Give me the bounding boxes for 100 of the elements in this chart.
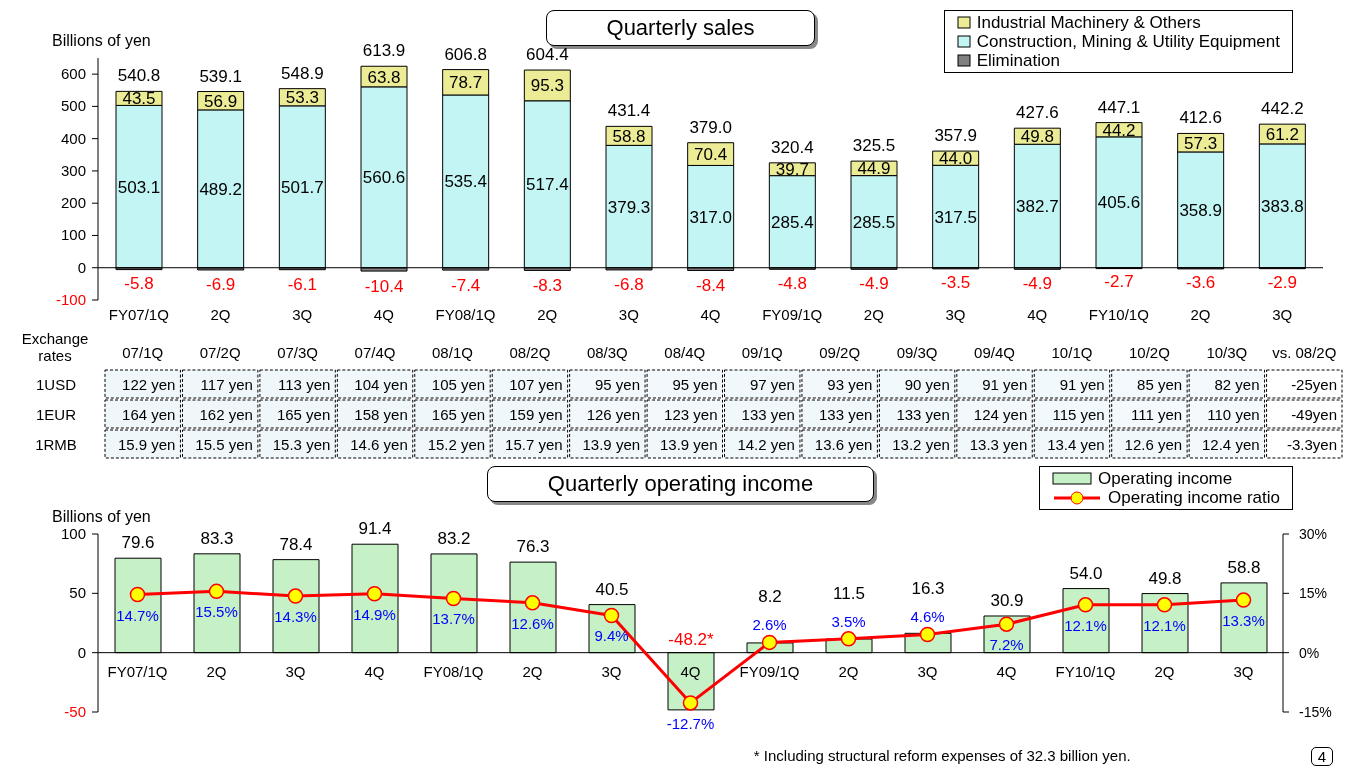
data-label: 7.2%	[989, 636, 1024, 654]
x-tick-label: 08/3Q	[586, 344, 628, 361]
data-label: -10.4	[364, 277, 404, 297]
data-label: -5.8	[124, 274, 154, 294]
data-label: 91 yen	[1059, 376, 1105, 393]
data-label: 489.2	[199, 179, 242, 199]
point	[208, 583, 225, 600]
data-label: 405.6	[1097, 193, 1141, 213]
data-label: 14.9%	[353, 605, 396, 623]
data-label: 164 yen	[122, 406, 176, 423]
data-label: 13.4 yen	[1047, 436, 1105, 453]
data-label: 16.3	[911, 579, 945, 599]
data-label: 379.3	[607, 197, 651, 217]
x-tick-label: 3Q	[292, 306, 313, 323]
y-tick-label: 1RMB	[35, 436, 77, 453]
data-label: 117 yen	[200, 376, 253, 393]
x-tick-label: 08/4Q	[664, 344, 706, 361]
x-tick-label: 2Q	[863, 306, 884, 323]
data-label: 13.9 yen	[659, 436, 718, 453]
y-axis-title: Billions of yen	[52, 508, 151, 526]
data-label: 58.8	[612, 126, 646, 146]
data-label: -4.9	[1022, 273, 1052, 293]
x-tick-label: 4Q	[996, 662, 1017, 680]
point	[524, 595, 541, 611]
y-tick-label: -50	[64, 703, 86, 720]
data-label: 15.9 yen	[117, 436, 176, 453]
data-label: 78.7	[449, 73, 483, 93]
data-label: 85 yen	[1137, 376, 1183, 393]
x-tick-label: 07/3Q	[277, 344, 319, 361]
point	[761, 634, 778, 651]
data-label: 107 yen	[509, 376, 563, 393]
data-label: -25yen	[1291, 376, 1337, 393]
data-label: 9.4%	[594, 627, 629, 645]
data-label: 111 yen	[1130, 406, 1183, 423]
x-tick-label: 09/3Q	[896, 344, 938, 361]
point	[366, 585, 383, 602]
data-label: 12.1%	[1064, 616, 1107, 634]
data-label: 104 yen	[354, 376, 408, 393]
data-label: 14.3%	[274, 608, 317, 626]
data-label: 12.4 yen	[1202, 436, 1260, 453]
data-label: 93 yen	[827, 376, 873, 393]
total-label: 447.1	[1097, 97, 1141, 117]
data-label: 13.3%	[1222, 612, 1265, 630]
data-label: 12.6 yen	[1124, 436, 1183, 453]
x-tick-label: 10/1Q	[1051, 344, 1093, 361]
point	[1156, 597, 1173, 613]
total-label: 379.0	[689, 117, 732, 137]
point	[287, 588, 304, 604]
data-label: 14.7%	[116, 606, 159, 624]
data-label: -8.3	[532, 276, 562, 296]
legend-label: Construction, Mining & Utility Equipment	[976, 32, 1280, 51]
x-tick-label: 09/4Q	[974, 344, 1015, 361]
data-label: 97 yen	[749, 376, 795, 393]
x-tick-label: 08/2Q	[509, 344, 551, 361]
y-tick-label: 100	[60, 226, 86, 244]
x-tick-label: 08/1Q	[432, 344, 473, 361]
data-label: 13.6 yen	[814, 436, 873, 453]
data-label: 317.0	[689, 207, 732, 227]
y-tick-label: 1EUR	[35, 406, 77, 423]
data-label: -48.2*	[668, 629, 715, 649]
data-label: 78.4	[279, 534, 313, 554]
data-label: -8.4	[696, 276, 726, 296]
data-label: 159 yen	[509, 406, 563, 423]
x-tick-label: FY07/1Q	[108, 306, 169, 323]
data-label: 61.2	[1265, 125, 1299, 145]
x-tick-label: 2Q	[210, 306, 231, 323]
data-label: 162 yen	[199, 406, 253, 423]
x-tick-label: FY08/1Q	[435, 306, 496, 323]
data-label: 76.3	[516, 537, 550, 557]
total-label: 604.4	[526, 45, 569, 65]
x-tick-label: 2Q	[1154, 662, 1175, 680]
data-label: 44.0	[939, 149, 973, 169]
data-label: 39.7	[775, 160, 809, 180]
data-label: 15.3 yen	[272, 436, 331, 453]
x-tick-label: 3Q	[945, 306, 966, 323]
data-label: 15.2 yen	[427, 436, 486, 453]
x-tick-label: 3Q	[618, 306, 639, 323]
data-label: 83.2	[437, 528, 471, 548]
y-tick-label: 400	[60, 129, 86, 147]
total-label: 427.6	[1016, 103, 1059, 123]
data-label: 15.5%	[195, 603, 238, 621]
point	[129, 586, 146, 603]
data-label: 15.7 yen	[505, 436, 563, 453]
data-label: 382.7	[1016, 196, 1059, 216]
x-tick-label: 3Q	[601, 662, 622, 680]
data-label: -6.1	[287, 274, 317, 294]
data-label: 133 yen	[896, 406, 950, 423]
total-label: 613.9	[362, 41, 406, 61]
y2-tick-label: 0%	[1299, 644, 1320, 661]
data-label: 43.5	[122, 89, 156, 109]
x-tick-label: 4Q	[373, 306, 394, 323]
data-label: 30.9	[990, 591, 1024, 610]
y-tick-label: 500	[60, 97, 86, 115]
data-label: 124 yen	[973, 406, 1028, 423]
data-label: 53.3	[285, 88, 319, 108]
total-label: 431.4	[607, 101, 651, 121]
y2-tick-label: 30%	[1299, 526, 1328, 542]
data-label: 54.0	[1069, 563, 1103, 583]
data-label: 63.8	[367, 67, 401, 87]
data-label: 13.3 yen	[969, 436, 1028, 453]
